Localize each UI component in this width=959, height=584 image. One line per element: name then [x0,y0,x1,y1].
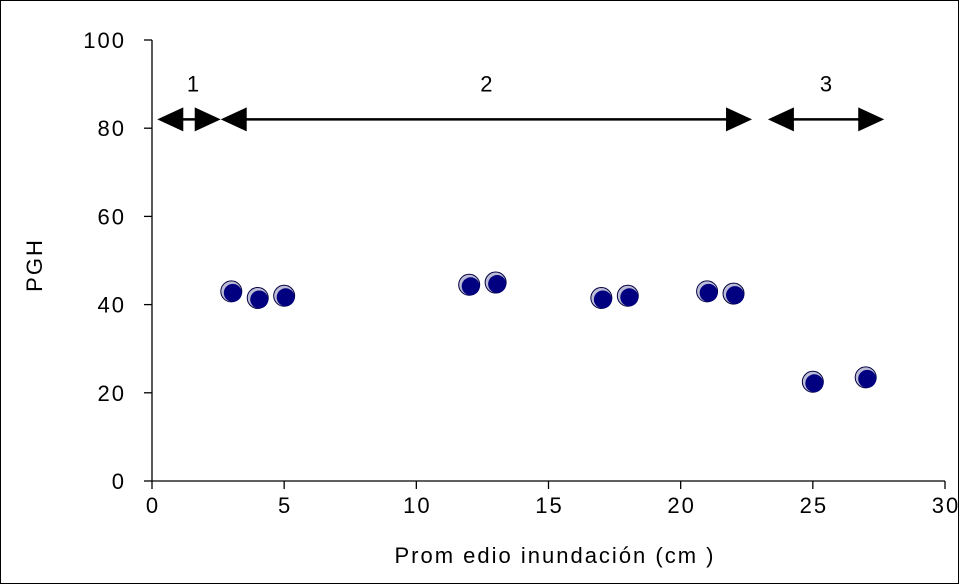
x-tick-label: 0 [146,493,160,518]
zone-label: 3 [820,71,832,96]
y-tick-label: 20 [98,381,126,406]
zone-annotations: 1 2 3 [157,71,885,132]
arrow-head-right [194,107,221,132]
arrow-head-right [858,107,885,132]
x-tick-label: 5 [278,493,292,518]
axes [151,40,945,482]
data-point [246,286,269,309]
arrow-head-right [726,107,753,132]
data-point [722,282,745,305]
data-point [590,286,613,309]
y-tick-label: 100 [83,28,126,53]
y-axis-label: PGH [22,238,47,292]
data-point [616,284,639,307]
data-point [696,280,719,303]
x-tick-label: 10 [403,493,431,518]
data-point [484,271,507,294]
x-tick-label: 30 [932,493,959,518]
tick-labels: 0 20 40 60 80 100 0 5 10 15 20 25 30 [83,28,959,518]
x-tick-label: 20 [667,493,695,518]
data-point [220,280,243,303]
y-tick-label: 0 [112,469,126,494]
data-point [273,284,296,307]
x-tick-label: 25 [800,493,828,518]
x-tick-label: 15 [535,493,563,518]
x-axis-label: Prom edio inundación (cm ) [394,543,715,568]
zone-label: 1 [187,71,199,96]
arrow-head-left [220,107,247,132]
y-tick-label: 80 [98,116,126,141]
arrow-head-left [767,107,794,132]
data-point [854,366,877,389]
y-tick-label: 40 [98,293,126,318]
data-points [220,271,877,393]
data-point [801,370,824,393]
zone-label: 2 [480,71,492,96]
arrow-head-left [157,107,184,132]
data-point [458,273,481,296]
y-tick-label: 60 [98,204,126,229]
